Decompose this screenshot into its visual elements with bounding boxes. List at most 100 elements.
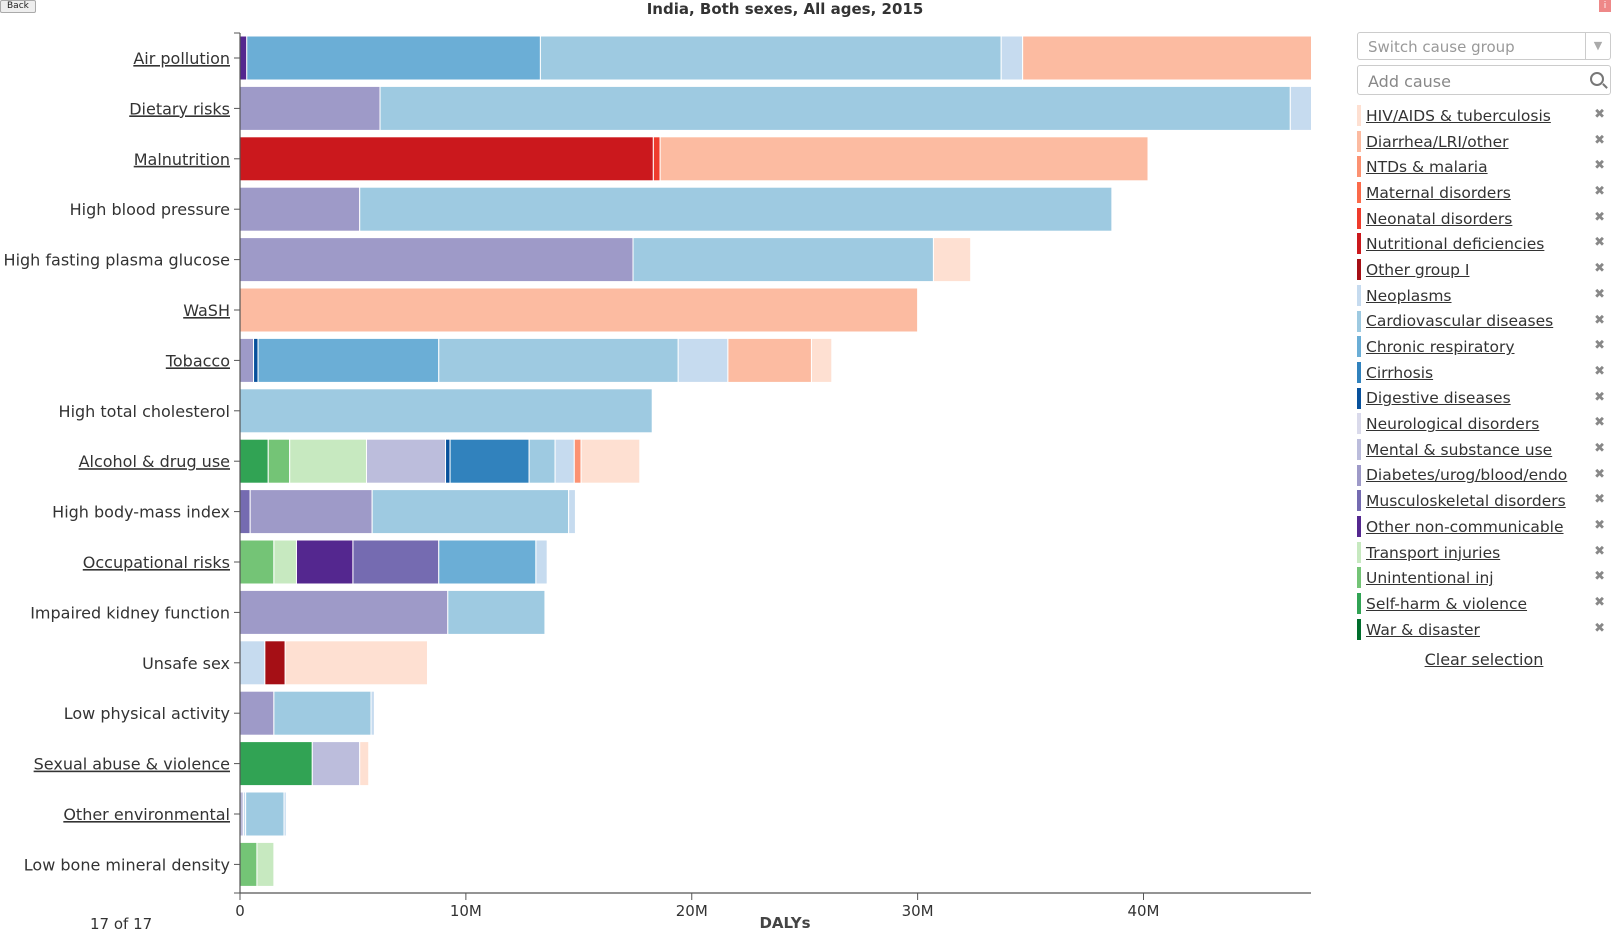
cause-link[interactable]: Cardiovascular diseases — [1366, 312, 1554, 331]
chevron-down-icon[interactable]: ▼ — [1585, 33, 1610, 59]
remove-cause-icon[interactable]: ✖ — [1594, 209, 1605, 225]
bar-segment-mental[interactable] — [365, 438, 447, 484]
bar-segment-transport[interactable] — [273, 539, 297, 585]
risk-link-label[interactable]: WaSH — [183, 301, 230, 320]
bar-segment-diabetes[interactable] — [239, 85, 381, 131]
bar-segment-unintentional[interactable] — [239, 539, 275, 585]
bar-segment-neoplasms[interactable] — [568, 489, 576, 535]
bar-segment-hiv[interactable] — [932, 237, 972, 283]
cause-link[interactable]: Digestive diseases — [1366, 389, 1511, 408]
bar-segment-hiv[interactable] — [284, 640, 428, 686]
cause-link[interactable]: War & disaster — [1366, 620, 1480, 639]
remove-cause-icon[interactable]: ✖ — [1594, 595, 1605, 611]
remove-cause-icon[interactable]: ✖ — [1594, 312, 1605, 328]
cause-link[interactable]: Self-harm & violence — [1366, 594, 1528, 613]
cause-link[interactable]: Neonatal disorders — [1366, 209, 1513, 228]
bar-segment-hiv[interactable] — [359, 741, 370, 787]
bar-segment-unintentional[interactable] — [267, 438, 291, 484]
bar-segment-unintentional[interactable] — [239, 841, 258, 887]
clear-selection-link[interactable]: Clear selection — [1424, 650, 1544, 670]
search-icon[interactable] — [1590, 72, 1604, 86]
bar-segment-diabetes[interactable] — [249, 489, 373, 535]
bar-segment-othernc[interactable] — [239, 35, 248, 81]
bar-segment-cardio[interactable] — [438, 337, 679, 383]
cause-link[interactable]: Maternal disorders — [1366, 183, 1511, 202]
cause-link[interactable]: Chronic respiratory — [1366, 338, 1515, 357]
remove-cause-icon[interactable]: ✖ — [1594, 261, 1605, 277]
remove-cause-icon[interactable]: ✖ — [1594, 107, 1605, 122]
cause-link[interactable]: NTDs & malaria — [1366, 158, 1488, 177]
bar-segment-msk[interactable] — [239, 489, 251, 535]
remove-cause-icon[interactable]: ✖ — [1594, 569, 1605, 585]
bar-segment-ntds[interactable] — [573, 438, 582, 484]
bar-segment-cardio[interactable] — [371, 489, 570, 535]
bar-segment-neoplasms[interactable] — [677, 337, 729, 383]
bar-segment-msk[interactable] — [352, 539, 440, 585]
cause-link[interactable]: Other non-communicable — [1366, 517, 1564, 536]
remove-cause-icon[interactable]: ✖ — [1594, 620, 1605, 636]
bar-segment-cardio[interactable] — [245, 791, 285, 837]
bar-segment-mental[interactable] — [311, 741, 361, 787]
info-badge-icon[interactable]: i — [1599, 0, 1611, 12]
bar-segment-diarrhea[interactable] — [659, 136, 1149, 182]
bar-segment-neoplasms[interactable] — [554, 438, 575, 484]
bar-segment-hiv[interactable] — [580, 438, 641, 484]
bar-segment-selfharm[interactable] — [239, 741, 313, 787]
cause-link[interactable]: HIV/AIDS & tuberculosis — [1366, 106, 1551, 125]
bar-segment-cardio[interactable] — [273, 690, 372, 736]
cause-link[interactable]: Other group I — [1366, 260, 1470, 279]
remove-cause-icon[interactable]: ✖ — [1594, 543, 1605, 559]
bar-segment-neoplasms[interactable] — [535, 539, 548, 585]
remove-cause-icon[interactable]: ✖ — [1594, 518, 1605, 533]
bar-segment-transport[interactable] — [289, 438, 367, 484]
cause-link[interactable]: Unintentional inj — [1366, 569, 1494, 588]
bar-segment-cirrhosis[interactable] — [449, 438, 530, 484]
bar-segment-diabetes[interactable] — [239, 186, 361, 232]
bar-segment-diabetes[interactable] — [239, 589, 449, 635]
remove-cause-icon[interactable]: ✖ — [1594, 492, 1605, 508]
risk-link-label[interactable]: Tobacco — [165, 351, 230, 370]
risk-link-label[interactable]: Sexual abuse & violence — [34, 755, 230, 774]
bar-segment-neoplasms[interactable] — [370, 690, 375, 736]
bar-segment-neoplasms[interactable] — [283, 791, 287, 837]
cause-link[interactable]: Neurological disorders — [1366, 415, 1540, 434]
remove-cause-icon[interactable]: ✖ — [1594, 389, 1605, 405]
switch-cause-group-select[interactable]: Switch cause group ▼ — [1357, 32, 1611, 60]
bar-segment-othergroup1[interactable] — [264, 640, 286, 686]
risk-link-label[interactable]: Other environmental — [63, 805, 230, 824]
bar-segment-transport[interactable] — [256, 841, 275, 887]
bar-segment-digestive[interactable] — [253, 337, 259, 383]
bar-segment-othernc[interactable] — [295, 539, 354, 585]
cause-link[interactable]: Transport injuries — [1366, 543, 1501, 562]
bar-segment-nutritional[interactable] — [239, 136, 654, 182]
risk-link-label[interactable]: Occupational risks — [83, 553, 230, 572]
bar-segment-neoplasms[interactable] — [239, 640, 266, 686]
risk-link-label[interactable]: Malnutrition — [134, 150, 230, 169]
cause-link[interactable]: Neoplasms — [1366, 286, 1452, 305]
cause-link[interactable]: Musculoskeletal disorders — [1366, 492, 1566, 511]
bar-segment-digestive[interactable] — [445, 438, 451, 484]
remove-cause-icon[interactable]: ✖ — [1594, 466, 1605, 482]
bar-segment-diabetes[interactable] — [239, 690, 275, 736]
cause-link[interactable]: Mental & substance use — [1366, 440, 1553, 459]
bar-segment-cardio[interactable] — [379, 85, 1291, 131]
bar-segment-hiv[interactable] — [810, 337, 833, 383]
bar-segment-diarrhea[interactable] — [727, 337, 812, 383]
add-cause-input[interactable] — [1366, 69, 1570, 93]
bar-segment-diabetes[interactable] — [239, 337, 255, 383]
bar-segment-chronicresp[interactable] — [257, 337, 440, 383]
bar-segment-cardio[interactable] — [632, 237, 934, 283]
bar-segment-diarrhea[interactable] — [1022, 35, 1311, 81]
bar-segment-chronicresp[interactable] — [438, 539, 537, 585]
bar-segment-cardio[interactable] — [528, 438, 556, 484]
bar-segment-selfharm[interactable] — [239, 438, 269, 484]
add-cause-search[interactable] — [1357, 65, 1611, 95]
bar-segment-cardio[interactable] — [359, 186, 1113, 232]
cause-link[interactable]: Cirrhosis — [1366, 363, 1434, 382]
remove-cause-icon[interactable]: ✖ — [1594, 158, 1605, 174]
cause-link[interactable]: Diabetes/urog/blood/endo — [1366, 466, 1568, 485]
cause-link[interactable]: Diarrhea/LRI/other — [1366, 132, 1509, 151]
bar-segment-cardio[interactable] — [239, 388, 653, 434]
bar-segment-cardio[interactable] — [447, 589, 546, 635]
back-button[interactable]: Back — [0, 0, 36, 13]
